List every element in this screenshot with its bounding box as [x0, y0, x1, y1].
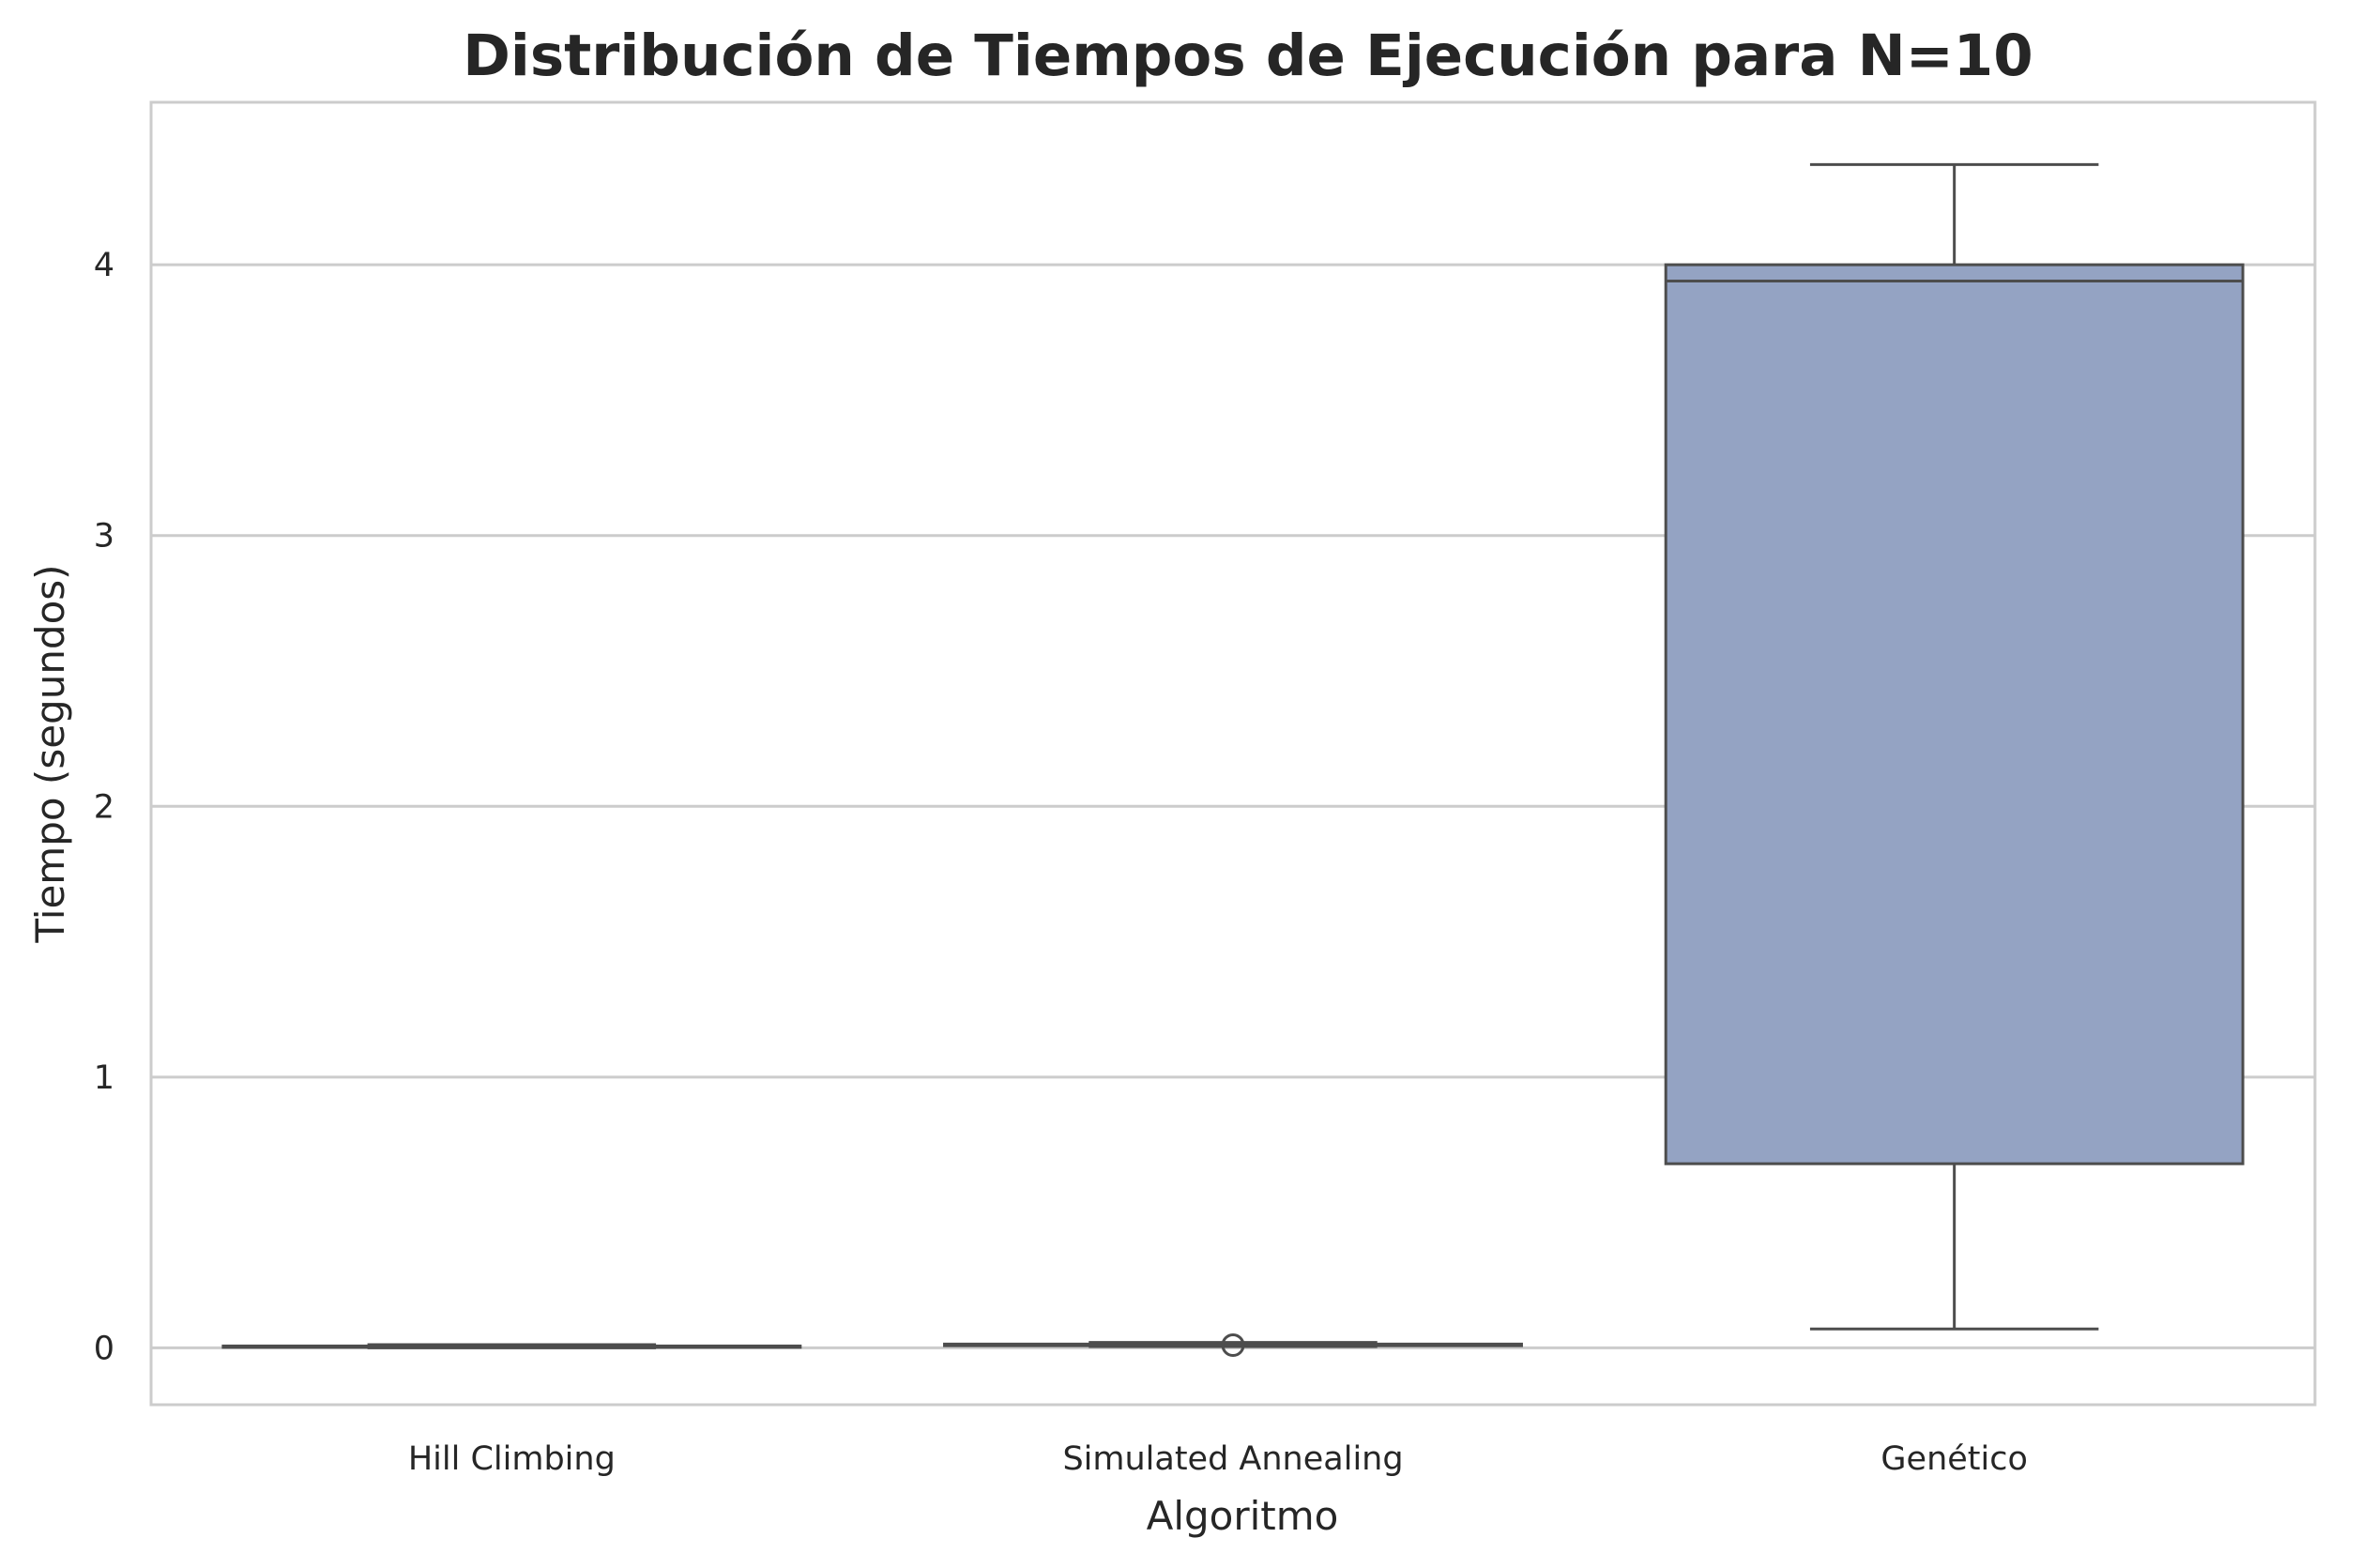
y-tick-label-1: 1 — [94, 1059, 114, 1097]
outlier-1-0 — [1221, 1333, 1245, 1358]
x-tick-labels: Hill Climbing Simulated Annealing Genético — [408, 1440, 2028, 1478]
y-tick-label-3: 3 — [94, 518, 114, 556]
plot-frame — [149, 100, 2317, 1407]
boxes-layer — [221, 162, 2245, 1358]
x-tick-label-0: Hill Climbing — [408, 1440, 616, 1478]
y-tick-label-0: 0 — [94, 1330, 114, 1367]
chart-title: Distribución de Tiempos de Ejecución par… — [463, 23, 2033, 89]
y-tick-label-4: 4 — [94, 247, 114, 284]
y-tick-label-2: 2 — [94, 788, 114, 826]
y-axis-label: Tiempo (segundos) — [27, 564, 73, 943]
box-2 — [1664, 263, 2245, 1165]
x-tick-label-2: Genético — [1880, 1440, 2027, 1478]
x-axis-label: Algoritmo — [1147, 1493, 1339, 1539]
y-tick-labels: 0 1 2 3 4 — [94, 247, 114, 1367]
x-tick-label-1: Simulated Annealing — [1062, 1440, 1403, 1478]
